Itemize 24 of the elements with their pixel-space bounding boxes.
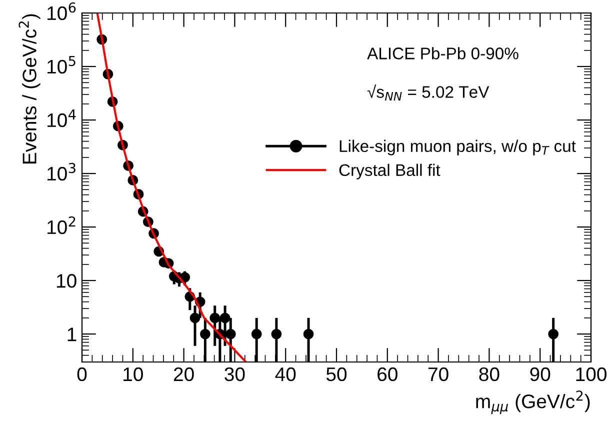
x-tick-label: 0 bbox=[77, 367, 87, 382]
x-tick-label: 100 bbox=[576, 367, 606, 382]
legend-label: Like-sign muon pairs, w/o p$_{T}$ cut bbox=[340, 140, 576, 156]
x-tick-label: 40 bbox=[275, 367, 296, 382]
y-tick-label: 10$^{5}$ bbox=[48, 56, 76, 74]
y-axis-title: Events / (GeV/c$^{2}$) bbox=[18, 14, 40, 164]
y-tick-label: 1 bbox=[68, 328, 76, 342]
legend-label: Crystal Ball fit bbox=[339, 164, 440, 180]
x-tick-label: 30 bbox=[224, 367, 245, 382]
x-tick-label: 60 bbox=[378, 367, 398, 382]
annotation: ALICE Pb-Pb 0-90% bbox=[367, 47, 518, 60]
x-tick-label: 70 bbox=[428, 367, 448, 382]
x-tick-label: 80 bbox=[479, 367, 500, 382]
y-tick-label: 10$^{4}$ bbox=[48, 110, 76, 128]
x-axis-title: m$_{μμ}$ (GeV/c$^{2}$) bbox=[476, 390, 590, 414]
y-tick-label: 10 bbox=[56, 274, 76, 288]
x-tick-label: 90 bbox=[530, 367, 550, 382]
annotation: √s$_{NN}$ = 5.02 TeV bbox=[367, 84, 490, 100]
y-tick-label: 10$^{2}$ bbox=[48, 216, 76, 234]
x-tick-label: 20 bbox=[174, 367, 194, 382]
x-tick-label: 50 bbox=[326, 367, 347, 382]
y-tick-label: 10$^{6}$ bbox=[48, 2, 76, 20]
x-tick-label: 10 bbox=[124, 367, 143, 382]
y-tick-label: 10$^{3}$ bbox=[48, 162, 76, 181]
